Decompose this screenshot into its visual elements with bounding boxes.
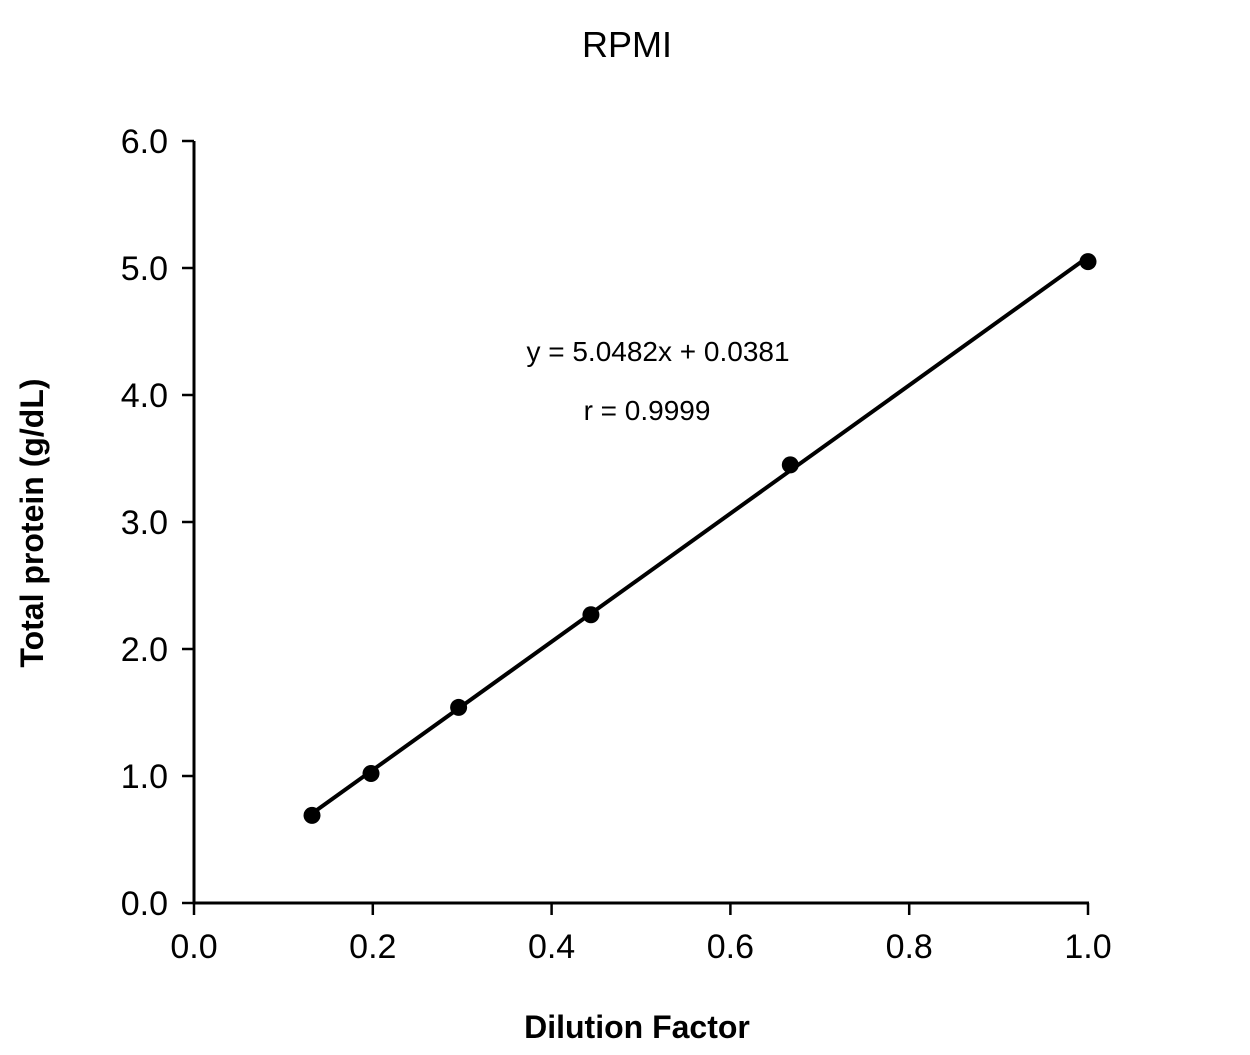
data-point xyxy=(362,764,380,782)
x-tick-label: 0.4 xyxy=(528,928,575,966)
y-tick-label: 6.0 xyxy=(121,123,168,161)
y-tick-label: 1.0 xyxy=(121,758,168,796)
data-point xyxy=(1079,253,1097,271)
chart-title: RPMI xyxy=(582,24,672,65)
plot-area: 0.0 1.0 2.0 3.0 4.0 5.0 6.0 0.0 0.2 0.4 0.6 0.8 1.0 xyxy=(121,123,1112,966)
data-point xyxy=(450,698,468,716)
x-tick-label: 0.0 xyxy=(170,928,217,966)
trendline-equation: y = 5.0482x + 0.0381 xyxy=(526,336,789,367)
y-tick-label: 5.0 xyxy=(121,250,168,288)
x-tick-label: 0.6 xyxy=(707,928,754,966)
y-tick-label: 4.0 xyxy=(121,377,168,415)
y-tick-label: 2.0 xyxy=(121,631,168,669)
y-tick-label: 3.0 xyxy=(121,504,168,542)
y-tick-label: 0.0 xyxy=(121,885,168,923)
correlation-label: r = 0.9999 xyxy=(584,395,711,426)
x-tick-label: 1.0 xyxy=(1064,928,1111,966)
trendline xyxy=(310,255,1090,816)
y-axis-label: Total protein (g/dL) xyxy=(14,378,50,667)
data-point xyxy=(781,456,799,474)
data-point xyxy=(303,806,321,824)
data-point xyxy=(582,606,600,624)
x-tick-label: 0.8 xyxy=(886,928,933,966)
x-axis-label: Dilution Factor xyxy=(524,1009,750,1045)
x-tick-label: 0.2 xyxy=(349,928,396,966)
